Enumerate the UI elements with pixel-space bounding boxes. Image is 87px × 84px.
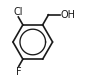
Text: OH: OH xyxy=(61,10,76,20)
Text: F: F xyxy=(16,67,21,77)
Text: Cl: Cl xyxy=(13,7,23,17)
